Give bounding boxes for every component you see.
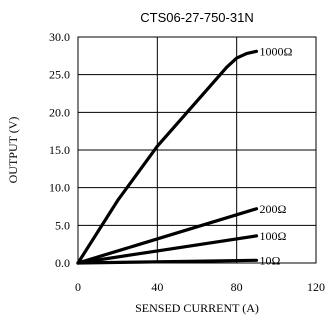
y-axis-label: OUTPUT (V) xyxy=(6,117,20,184)
y-tick-label: 20.0 xyxy=(49,105,70,119)
series-line-2 xyxy=(76,234,259,265)
y-tick-label: 15.0 xyxy=(49,143,70,157)
series-label-3: 10Ω xyxy=(260,253,281,267)
y-tick-label: 5.0 xyxy=(55,218,70,232)
plot-frame xyxy=(77,36,317,264)
series-line-1 xyxy=(76,207,259,265)
x-tick-labels: 0 40 80 120 xyxy=(75,280,325,294)
y-tick-labels: 0.0 5.0 10.0 15.0 20.0 25.0 30.0 xyxy=(49,30,70,270)
x-tick-label: 120 xyxy=(307,280,325,294)
y-tick-label: 30.0 xyxy=(49,30,70,44)
series-line-3 xyxy=(76,258,259,265)
y-tick-label: 10.0 xyxy=(49,181,70,195)
series-group xyxy=(76,49,259,265)
series-line-0 xyxy=(76,49,259,265)
x-axis-label: SENSED CURRENT (A) xyxy=(135,301,259,315)
x-tick-label: 40 xyxy=(151,280,163,294)
chart-title: CTS06-27-750-31N xyxy=(140,10,253,25)
series-label-2: 100Ω xyxy=(260,229,287,243)
y-tick-label: 0.0 xyxy=(55,256,70,270)
series-labels: 1000Ω 200Ω 100Ω 10Ω xyxy=(260,44,293,267)
x-tick-label: 80 xyxy=(231,280,243,294)
series-label-1: 200Ω xyxy=(260,202,287,216)
y-tick-label: 25.0 xyxy=(49,68,70,82)
series-label-0: 1000Ω xyxy=(260,44,293,58)
x-tick-label: 0 xyxy=(75,280,81,294)
